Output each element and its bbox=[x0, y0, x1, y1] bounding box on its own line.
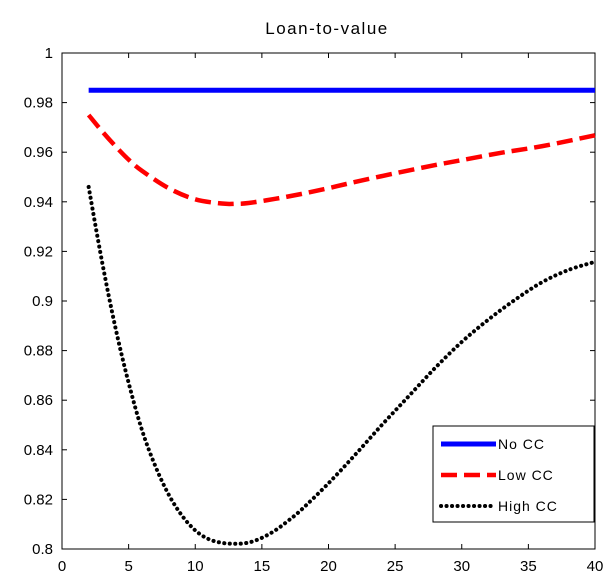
x-axis: 0 5 10 15 20 25 30 35 40 bbox=[58, 53, 604, 575]
x-tick-label: 5 bbox=[124, 558, 132, 575]
x-tick-label: 15 bbox=[254, 558, 271, 575]
y-tick-label: 0.92 bbox=[24, 243, 53, 260]
x-tick-label: 0 bbox=[58, 558, 66, 575]
y-tick-label: 0.88 bbox=[24, 343, 53, 360]
y-tick-label: 0.94 bbox=[24, 194, 53, 211]
x-tick-label: 30 bbox=[453, 558, 470, 575]
x-tick-label: 35 bbox=[520, 558, 537, 575]
y-tick-label: 0.86 bbox=[24, 392, 53, 409]
y-tick-label: 0.96 bbox=[24, 144, 53, 161]
x-tick-label: 25 bbox=[387, 558, 404, 575]
x-tick-label: 10 bbox=[187, 558, 204, 575]
series-line-high-cc bbox=[86, 184, 597, 546]
y-tick-label: 0.98 bbox=[24, 95, 53, 112]
y-tick-label: 0.84 bbox=[24, 442, 53, 459]
y-tick-label: 0.8 bbox=[32, 541, 53, 558]
y-tick-label: 1 bbox=[45, 45, 53, 62]
legend: No CC Low CC High CC bbox=[432, 425, 595, 523]
legend-label-low-cc: Low CC bbox=[498, 467, 554, 483]
y-tick-label: 0.82 bbox=[24, 491, 53, 508]
y-tick-label: 0.9 bbox=[32, 293, 53, 310]
chart-title: Loan-to-value bbox=[265, 19, 388, 38]
legend-label-high-cc: High CC bbox=[498, 498, 558, 514]
x-tick-label: 20 bbox=[320, 558, 337, 575]
series-line-low-cc bbox=[86, 113, 596, 207]
y-axis: 0.8 0.82 0.84 0.86 0.88 0.9 0.92 0.94 0.96 0.98 1 bbox=[24, 45, 595, 558]
series-layer bbox=[86, 87, 597, 546]
x-tick-label: 40 bbox=[587, 558, 604, 575]
legend-label-no-cc: No CC bbox=[498, 436, 545, 452]
